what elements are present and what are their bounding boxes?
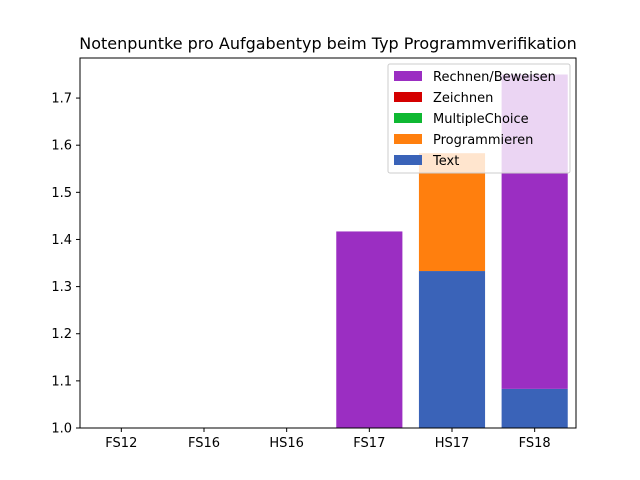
- legend-swatch-programmieren: [394, 134, 422, 144]
- x-tick-label-fs18: FS18: [519, 436, 551, 451]
- legend-swatch-text: [394, 155, 422, 165]
- x-tick-label-fs12: FS12: [105, 436, 137, 451]
- y-axis: 1.0 1.1 1.2 1.3 1.4 1.5 1.6 1.7: [51, 92, 80, 437]
- legend-label-text: Text: [432, 154, 459, 169]
- x-tick-label-hs16: HS16: [269, 436, 304, 451]
- legend-box: [387, 63, 571, 174]
- y-tick-label: 1.0: [51, 422, 72, 437]
- legend-swatch-rechnen-beweisen: [394, 71, 422, 81]
- legend-label-programmieren: Programmieren: [433, 133, 533, 148]
- bar-text-hs17: [418, 271, 486, 428]
- x-tick-label-fs17: FS17: [353, 436, 385, 451]
- x-axis: FS12 FS16 HS16 FS17 HS17 FS18: [105, 428, 551, 451]
- bar-rechnen-beweisen-fs17: [336, 231, 403, 428]
- y-tick-label: 1.7: [51, 92, 72, 107]
- y-tick-label: 1.3: [51, 280, 72, 295]
- y-tick-label: 1.1: [51, 374, 72, 389]
- chart-title: Notenpuntke pro Aufgabentyp beim Typ Pro…: [79, 34, 576, 53]
- y-tick-label: 1.2: [51, 327, 72, 342]
- legend: Rechnen/Beweisen Zeichnen MultipleChoice Pr…: [387, 63, 571, 174]
- legend-swatch-zeichnen: [394, 92, 422, 102]
- y-tick-label: 1.4: [51, 233, 72, 248]
- legend-label-zeichnen: Zeichnen: [433, 91, 493, 106]
- legend-label-rechnen-beweisen: Rechnen/Beweisen: [433, 70, 556, 85]
- legend-label-multiplechoice: MultipleChoice: [433, 112, 529, 127]
- x-tick-label-hs17: HS17: [435, 436, 470, 451]
- bar-text-fs18: [501, 388, 568, 428]
- x-tick-label-fs16: FS16: [188, 436, 220, 451]
- y-tick-label: 1.6: [51, 139, 72, 154]
- y-tick-label: 1.5: [51, 186, 72, 201]
- legend-swatch-multiplechoice: [394, 113, 422, 123]
- plot-frame: [79, 57, 577, 429]
